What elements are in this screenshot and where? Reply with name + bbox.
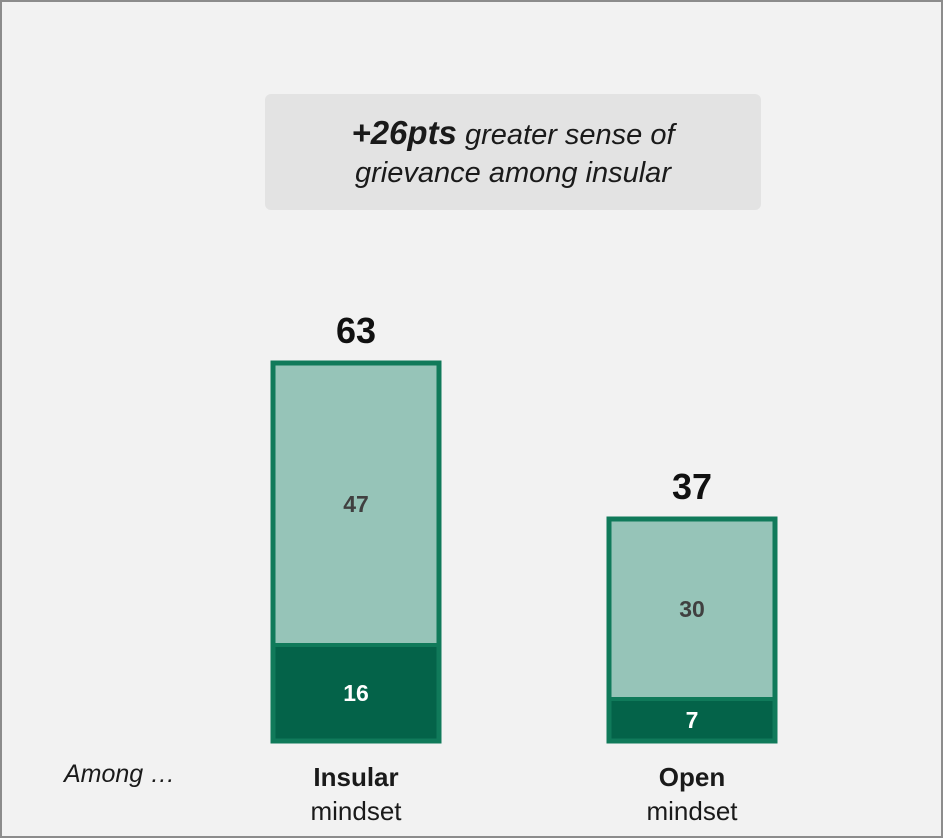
bar-total-label: 63: [336, 310, 376, 351]
segment-value-label: 30: [679, 596, 705, 622]
category-sub: mindset: [646, 796, 738, 826]
category-label-open: Open mindset: [592, 760, 792, 828]
callout-highlight: +26pts: [351, 114, 457, 151]
among-label: Among …: [64, 760, 176, 788]
bar-segment: [609, 699, 775, 741]
bar-outline: [606, 516, 778, 744]
callout-box: +26pts greater sense of grievance among …: [265, 94, 761, 210]
category-name: Insular: [313, 762, 399, 792]
bar-total-label: 37: [672, 466, 712, 507]
bar-segment: [609, 519, 775, 699]
callout-line1: greater sense of: [464, 119, 675, 151]
category-label-insular: Insular mindset: [256, 760, 456, 828]
bar-segment: [273, 363, 439, 645]
bar-outline: [270, 360, 442, 744]
category-sub: mindset: [310, 796, 402, 826]
bar-segment: [273, 645, 439, 741]
callout-line2: grievance among insular: [355, 157, 671, 189]
segment-value-label: 47: [343, 491, 369, 517]
segment-value-label: 7: [686, 707, 699, 733]
category-name: Open: [658, 762, 726, 792]
segment-value-label: 16: [343, 680, 369, 706]
